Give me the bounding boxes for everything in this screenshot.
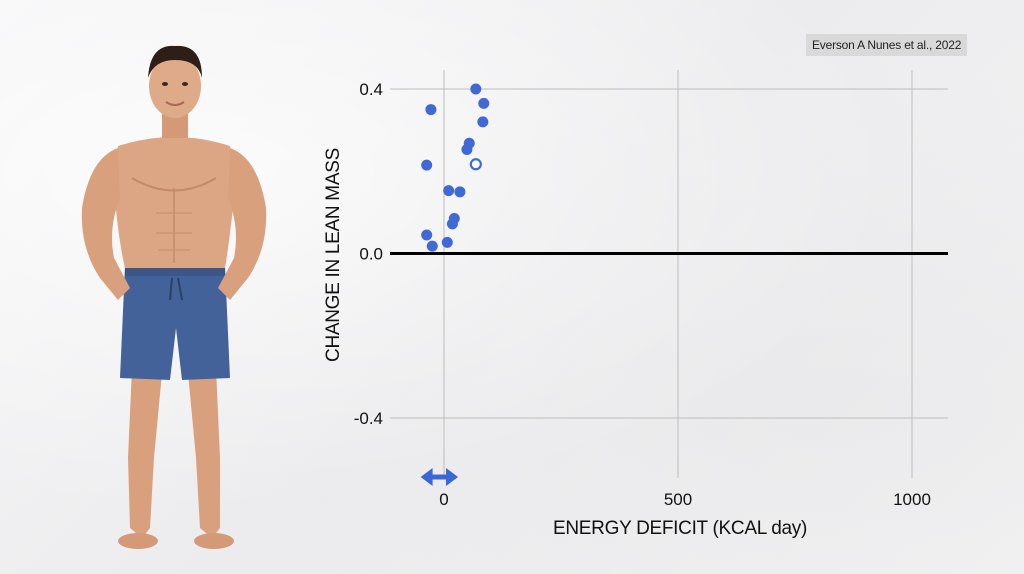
y-axis-title: CHANGE IN LEAN MASS	[323, 148, 344, 362]
grid-lines	[390, 70, 948, 478]
data-point	[441, 236, 453, 248]
person-illustration	[81, 45, 267, 549]
data-point	[477, 116, 489, 128]
x-tick-label: 0	[439, 490, 448, 509]
x-tick-label: 1000	[893, 490, 931, 509]
y-tick-labels: 0.4 0.0 -0.4	[354, 80, 383, 428]
x-axis-title: ENERGY DEFICIT (KCAL day)	[553, 518, 807, 539]
data-point	[443, 185, 455, 197]
data-point	[426, 240, 438, 252]
x-tick-label: 500	[664, 490, 692, 509]
data-points	[421, 83, 490, 252]
data-point	[425, 104, 437, 116]
range-arrow-icon	[420, 468, 459, 486]
y-tick-label: 0.0	[359, 245, 383, 264]
data-point	[470, 83, 482, 95]
x-tick-labels: 0 500 1000	[439, 490, 931, 509]
citation-label: Everson A Nunes et al., 2022	[806, 34, 968, 56]
data-point	[421, 159, 433, 171]
y-tick-label: 0.4	[359, 80, 383, 99]
data-point	[478, 97, 490, 109]
data-point	[454, 186, 466, 198]
data-point	[421, 229, 433, 241]
data-point	[469, 158, 482, 171]
data-point	[461, 143, 473, 155]
data-point	[446, 218, 458, 230]
y-tick-label: -0.4	[354, 409, 383, 428]
